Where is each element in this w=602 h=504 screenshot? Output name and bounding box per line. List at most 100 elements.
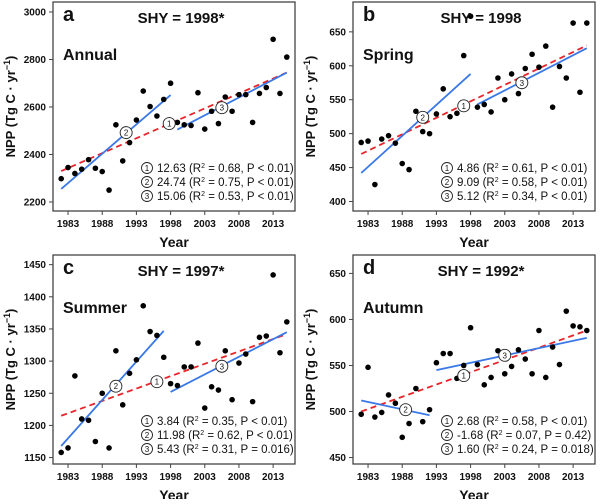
- data-point: [263, 333, 270, 339]
- stat-close: ): [290, 191, 294, 203]
- x-tick-label: 1993: [425, 472, 448, 483]
- stat-marker-label: 1: [145, 417, 150, 426]
- y-axis-label-text: NPP (Tg C · yr: [303, 70, 318, 157]
- data-point: [201, 126, 208, 132]
- y-axis-label-exponent: −1: [2, 313, 12, 323]
- data-point: [113, 348, 119, 354]
- segment-trend-line-2: [170, 331, 288, 393]
- stat-line: 5.12 (R2 = 0.34, P < 0.01): [457, 191, 587, 203]
- stat-close: ): [587, 430, 591, 442]
- data-point: [65, 164, 71, 171]
- data-point: [372, 181, 378, 188]
- data-point: [188, 364, 194, 370]
- data-point: [229, 396, 235, 403]
- data-point: [106, 187, 112, 193]
- x-tick-label: 2013: [562, 219, 585, 230]
- stat-r2-prefix: (R: [483, 430, 498, 442]
- stat-r2-eq: =: [499, 191, 512, 203]
- data-point: [188, 122, 194, 129]
- y-axis-label-close: ): [3, 309, 18, 313]
- x-tick-label: 1983: [357, 472, 380, 483]
- stat-slope: 12.63: [157, 163, 186, 175]
- data-point: [263, 84, 270, 91]
- stat-line: 11.98 (R2 = 0.62, P < 0.01): [157, 430, 293, 442]
- data-point: [195, 340, 201, 346]
- data-point: [277, 90, 283, 97]
- y-tick-label: 2800: [24, 55, 47, 66]
- stat-r2: 0.68: [218, 163, 240, 175]
- x-tick-label: 1983: [357, 219, 380, 230]
- stat-r2-eq: =: [205, 177, 218, 189]
- trend-marker-1: [150, 375, 164, 389]
- stat-marker-label: 3: [445, 445, 450, 454]
- trend-marker-label: 3: [220, 104, 225, 113]
- data-point: [385, 132, 392, 139]
- trend-marker-2: [109, 379, 123, 393]
- stat-line: 1.60 (R2 = 0.24, P = 0.018): [457, 444, 594, 456]
- shy-title: SHY = 1998: [440, 10, 521, 27]
- data-point: [174, 382, 181, 389]
- stat-r2-eq: =: [204, 430, 217, 442]
- stat-r2: 0.58: [512, 416, 534, 428]
- y-axis-label-text: NPP (Tg C · yr: [3, 323, 18, 410]
- data-point: [283, 54, 290, 60]
- stat-r2-eq: =: [499, 444, 512, 456]
- stat-r2-prefix: (R: [185, 430, 200, 442]
- data-point: [440, 86, 447, 92]
- stat-slope: 5.43: [157, 444, 179, 456]
- stat-slope: 2.68: [457, 416, 479, 428]
- stat-close: ): [583, 191, 587, 203]
- data-point: [556, 63, 563, 70]
- stat-r2-prefix: (R: [479, 163, 494, 175]
- stat-marker-label: 1: [145, 164, 150, 173]
- stat-p: P < 0.01: [541, 416, 584, 428]
- data-point: [481, 101, 488, 108]
- shy-title: SHY = 1998*: [138, 10, 225, 27]
- stat-r2: 0.34: [512, 191, 535, 203]
- data-point: [365, 138, 371, 144]
- y-axis-label: NPP (Tg C · yr−1): [302, 309, 318, 411]
- stat-marker-1: [141, 415, 153, 427]
- panel-letter: b: [363, 4, 375, 26]
- stat-slope: 9.09: [457, 177, 479, 189]
- overall-trend-line: [360, 329, 588, 413]
- x-tick-label: 1988: [91, 472, 114, 483]
- data-point: [256, 334, 263, 341]
- y-axis-label-close: ): [3, 56, 18, 60]
- x-tick-label: 1983: [57, 219, 80, 230]
- y-tick-label: 1450: [24, 260, 47, 271]
- y-tick-label: 2600: [24, 102, 47, 113]
- data-point: [229, 108, 235, 115]
- stat-marker-1: [441, 162, 453, 174]
- trend-marker-label: 3: [520, 79, 525, 88]
- trend-marker-label: 3: [220, 362, 225, 371]
- data-point: [556, 361, 563, 368]
- stat-slope: 24.74: [157, 177, 186, 189]
- stat-line: 9.09 (R2 = 0.58, P < 0.01): [457, 177, 587, 189]
- data-point: [236, 91, 242, 98]
- trend-marker-3: [498, 348, 512, 362]
- stat-sep: ,: [234, 444, 240, 456]
- stat-r2-sup: 2: [495, 444, 499, 451]
- stat-p: P < 0.01: [241, 416, 284, 428]
- stat-close: ): [289, 430, 293, 442]
- x-axis-label: Year: [459, 234, 489, 250]
- stat-r2-prefix: (R: [479, 444, 494, 456]
- stat-r2-sup: 2: [195, 416, 199, 423]
- stat-close: ): [583, 163, 587, 175]
- data-point: [536, 327, 542, 334]
- stat-marker-2: [141, 176, 153, 188]
- stat-r2-prefix: (R: [186, 163, 201, 175]
- stat-r2-prefix: (R: [179, 444, 194, 456]
- data-point: [208, 384, 215, 390]
- stat-marker-label: 3: [445, 192, 450, 201]
- data-point: [358, 411, 365, 418]
- y-tick-label: 450: [329, 163, 346, 174]
- data-point: [542, 374, 549, 381]
- data-point: [392, 400, 399, 407]
- data-point: [58, 449, 65, 456]
- data-point: [236, 360, 242, 366]
- season-label: Autumn: [363, 300, 423, 317]
